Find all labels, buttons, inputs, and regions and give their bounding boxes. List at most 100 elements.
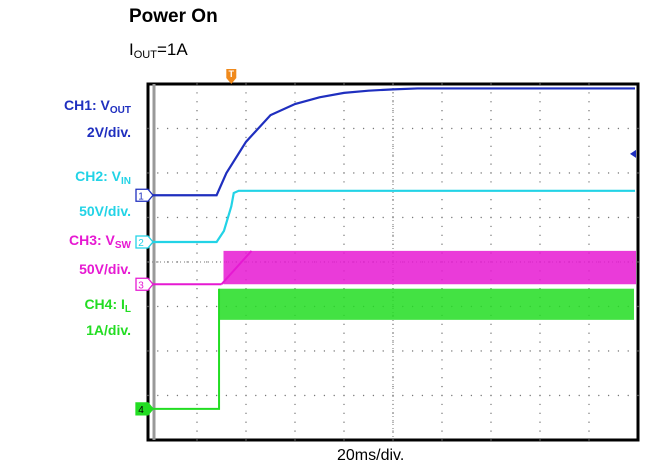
grid-dot [196,92,198,94]
grid-dot [598,350,600,352]
grid-dot [421,216,424,219]
grid-dot [549,127,551,130]
grid-dot [382,216,384,219]
grid-dot [147,350,149,352]
ch1-trace [148,87,635,197]
grid-dot [392,136,394,139]
grid-dot [206,350,208,352]
grid-dot [392,234,394,236]
grid-dot [588,385,590,388]
grid-dot [206,127,208,130]
grid-dot [441,350,443,352]
grid-dot [343,225,345,228]
grid-dot [470,350,473,352]
grid-dot [441,83,443,85]
grid-dot [539,101,541,103]
grid-dot [588,225,590,228]
grid-dot [637,261,639,263]
grid-dot [304,350,306,352]
grid-dot [588,83,590,85]
grid-dot [255,216,257,219]
grid-dot [392,181,394,183]
grid-dot [460,127,463,130]
grid-dot [206,305,208,308]
grid-dot [490,101,492,103]
grid-dot [588,377,590,379]
grid-dot [166,127,169,130]
grid-dot [313,394,316,397]
grid-dot [294,207,296,210]
grid-dot [607,350,610,352]
grid-dot [588,154,590,156]
grid-dot [392,216,394,219]
grid-dot [196,243,198,245]
grid-dot [441,172,443,174]
grid-dot [353,172,355,174]
grid-dot [490,243,492,245]
grid-dot [490,385,492,388]
grid-dot [490,439,492,441]
grid-dot [402,127,404,130]
grid-dot [343,350,345,352]
grid-dot [304,172,306,174]
grid-dot [539,92,541,94]
grid-dot [598,394,600,397]
grid-dot [215,394,218,397]
grid-dot [627,350,629,352]
grid-dot [539,181,541,183]
grid-dot [411,350,414,352]
grid-dot [186,172,188,174]
grid-dot [343,341,345,343]
grid-dot [157,261,159,263]
grid-dot [470,394,473,397]
grid-dot [196,377,198,379]
grid-dot [157,172,159,174]
grid-dot [343,207,345,210]
grid-dot [284,172,286,174]
grid-dot [500,127,502,130]
grid-dot [274,394,277,397]
grid-dot [255,172,257,174]
grid-dot [490,118,492,121]
grid-dot [598,216,600,219]
grid-dot [264,127,267,130]
grid-dot [294,341,296,343]
grid-dot [588,243,590,245]
grid-dot [441,225,443,228]
grid-dot [294,216,296,219]
grid-dot [255,394,257,397]
grid-dot [451,350,453,352]
grid-dot [343,172,345,174]
grid-dot [343,145,345,147]
grid-dot [333,172,335,174]
grid-dot [196,163,198,165]
grid-dot [343,163,345,165]
grid-dot [186,350,188,352]
grid-dot [157,394,159,397]
grid-dot [196,403,198,406]
grid-dot [392,110,394,112]
grid-dot [568,394,571,397]
grid-dot [392,154,394,156]
grid-dot [176,394,179,397]
grid-dot [343,118,345,121]
grid-dot [196,421,198,423]
grid-dot [617,394,620,397]
grid-dot [392,394,394,397]
grid-dot [578,216,580,219]
grid-dot [441,163,443,165]
grid-dot [294,377,296,379]
grid-dot [539,394,541,397]
grid-dot [539,199,541,201]
grid-dot [196,323,198,325]
grid-dot [588,412,590,414]
grid-dot [245,439,247,441]
grid-dot [549,350,551,352]
ch1-marker [135,188,154,202]
grid-dot [294,323,296,325]
grid-dot [500,350,502,352]
grid-dot [588,145,590,147]
grid-dot [284,216,286,219]
grid-dot [372,172,375,174]
grid-dot [441,92,443,94]
